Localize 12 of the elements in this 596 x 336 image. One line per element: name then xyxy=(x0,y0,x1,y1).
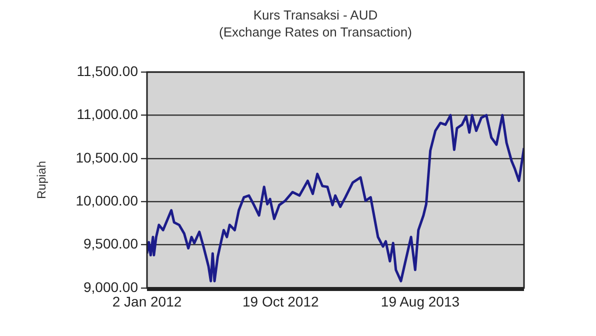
y-tick-label: 11,000.00 xyxy=(76,106,138,122)
y-tick-label: 10,500.00 xyxy=(76,149,138,166)
y-tick-label: 9,000.00 xyxy=(84,278,138,295)
x-tick-label: 19 Oct 2012 xyxy=(242,293,319,310)
chart-subtitle: (Exchange Rates on Transaction) xyxy=(219,24,412,40)
y-tick-label: 10,000.00 xyxy=(76,192,138,208)
x-tick-label: 2 Jan 2012 xyxy=(112,293,182,310)
y-tick-label: 9,500.00 xyxy=(84,236,138,252)
x-tick-label: 19 Aug 2013 xyxy=(380,293,460,310)
y-tick-label: 11,500.00 xyxy=(76,62,138,79)
chart-title: Kurs Transaksi - AUD xyxy=(253,8,378,23)
y-axis-title: Rupiah xyxy=(34,160,48,200)
